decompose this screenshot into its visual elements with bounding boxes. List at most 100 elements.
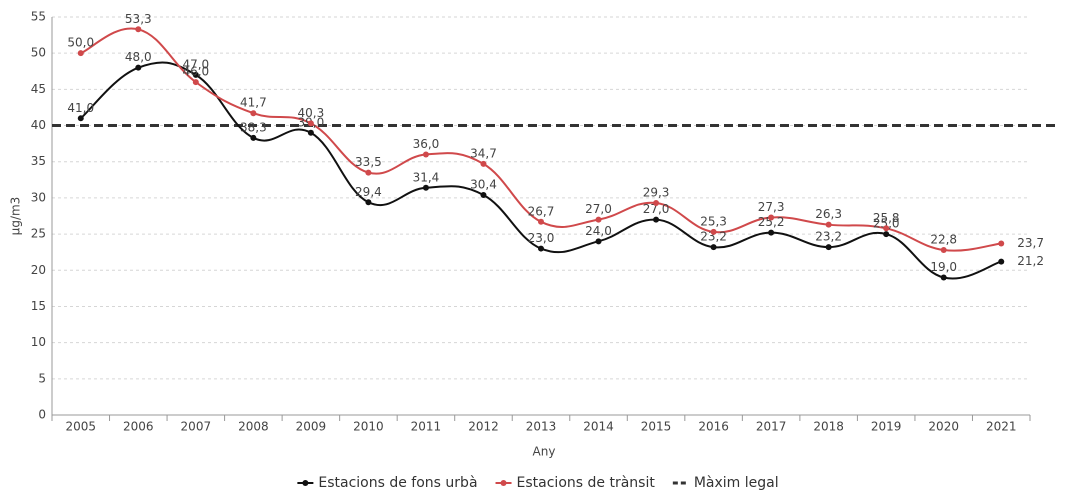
legend-label: Màxim legal [694,475,779,491]
point [422,184,429,191]
point [595,216,602,223]
point [883,231,890,238]
point [422,151,429,158]
x-axis-title: Any [533,445,556,459]
data-label: 23,2 [700,230,727,244]
series-line [80,27,1002,252]
y-tick-label: 50 [31,46,46,60]
point [883,225,890,232]
data-label: 25,3 [700,214,727,228]
legend-item: Estacions de fons urbà [297,475,478,491]
x-tick-label: 2006 [123,420,154,434]
data-label: 21,2 [1017,254,1044,268]
point [135,64,142,71]
legend-marker [302,480,309,486]
point [250,110,257,117]
data-label: 23,7 [1017,236,1044,250]
data-label: 26,7 [528,204,555,218]
data-label: 22,8 [930,233,957,247]
point [538,245,544,252]
point [710,244,717,251]
data-label: 48,0 [125,50,152,64]
data-label: 36,0 [413,137,440,151]
point [768,214,775,221]
data-label: 30,4 [470,178,497,192]
y-tick-label: 40 [31,118,46,132]
point [595,238,602,245]
x-tick-label: 2020 [928,420,959,434]
x-tick-label: 2013 [526,420,557,434]
x-tick-label: 2010 [353,420,384,434]
point [998,240,1005,247]
point [77,50,84,57]
y-tick-label: 20 [31,263,46,277]
data-label: 19,0 [930,260,957,274]
y-tick-label: 55 [31,10,46,24]
point [940,274,947,281]
x-tick-label: 2018 [813,420,844,434]
legend-label: Estacions de fons urbà [318,475,477,491]
x-tick-label: 2014 [583,420,614,434]
y-tick-label: 35 [31,154,46,168]
x-tick-label: 2011 [411,420,442,434]
x-tick-label: 2015 [641,420,672,434]
point [653,199,660,206]
data-label: 46,0 [182,65,209,79]
x-tick-label: 2009 [296,420,327,434]
point [480,160,487,167]
legend-label: Estacions de trànsit [517,475,656,491]
data-label: 25,0 [873,217,900,231]
y-tick-label: 0 [38,408,46,422]
data-label: 38,3 [240,120,267,134]
y-tick-label: 45 [31,82,46,96]
data-label: 53,3 [125,12,152,26]
data-label: 27,0 [585,202,612,216]
point [825,221,832,228]
data-label: 29,4 [355,185,382,199]
point [768,229,775,236]
legend-item: Estacions de trànsit [495,475,656,491]
point [192,79,199,86]
y-tick-label: 30 [31,190,46,204]
y-tick-label: 10 [31,335,46,349]
legend: Estacions de fons urbà Estacions de tràns… [297,475,779,491]
x-tick-label: 2021 [986,420,1017,434]
point [192,71,199,78]
point [307,120,314,127]
point [307,129,314,136]
data-label: 31,4 [413,170,440,184]
x-tick-label: 2012 [468,420,499,434]
x-tick-label: 2019 [871,420,902,434]
y-tick-label: 5 [38,371,46,385]
data-label: 25,8 [873,211,900,225]
x-tick-label: 2017 [756,420,787,434]
data-label: 41,7 [240,96,267,110]
data-label: 33,5 [355,155,382,169]
y-tick-label: 15 [31,299,46,313]
point [538,218,544,225]
data-label: 40,3 [298,106,325,120]
data-label: 26,3 [815,207,842,221]
data-label: 41,0 [67,101,94,115]
point [825,244,832,251]
point [365,169,372,176]
point [365,199,372,206]
legend-item: Màxim legal [672,475,779,491]
x-tick-label: 2016 [698,420,729,434]
data-label: 27,0 [643,202,670,216]
data-label: 47,0 [182,57,209,71]
x-tick-label: 2007 [181,420,212,434]
data-label: 34,7 [470,146,497,160]
point [135,26,142,33]
y-axis-title: µg/m3 [9,197,23,236]
data-label: 25,2 [758,215,785,229]
data-label: 29,3 [643,185,670,199]
point [998,258,1005,265]
legend-marker [500,480,507,486]
point [250,134,257,141]
data-label: 23,0 [528,231,555,245]
data-label: 27,3 [758,200,785,214]
point [480,192,487,199]
point [710,228,717,235]
